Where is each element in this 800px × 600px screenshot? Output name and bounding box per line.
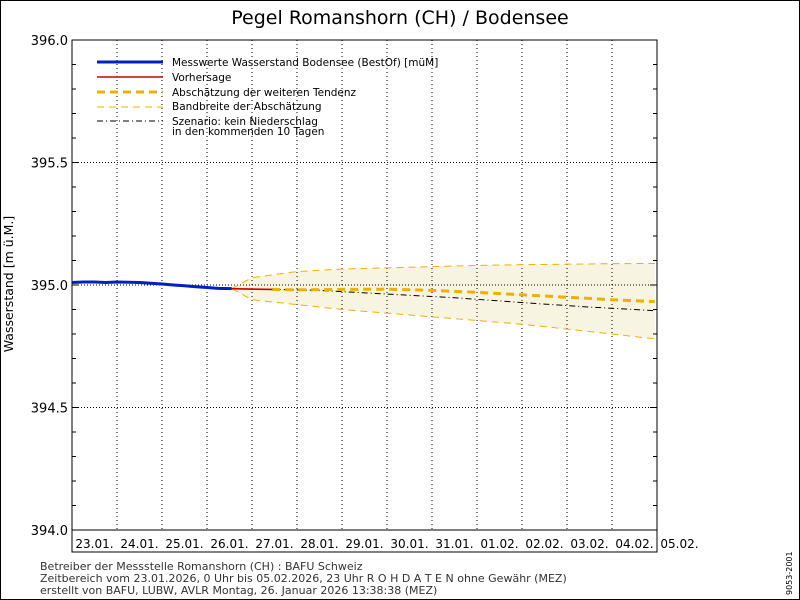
footer-timerange: Zeitbereich vom 23.01.2026, 0 Uhr bis 05…: [40, 572, 567, 585]
legend: Messwerte Wasserstand Bodensee (BestOf) …: [97, 57, 438, 138]
grid: [72, 39, 657, 531]
series-estimate: [272, 287, 655, 304]
y-tick-label: 394.5: [31, 402, 68, 417]
band-fill: [231, 263, 655, 339]
y-tick-label: 395.0: [31, 279, 68, 294]
footer-created: erstellt von BAFU, LUBW, AVLR Montag, 26…: [40, 584, 437, 597]
x-date-label: 02.02.: [525, 537, 563, 551]
series-forecast: [231, 287, 273, 291]
x-date-label: 03.02.: [570, 537, 608, 551]
legend-label-forecast: Vorhersage: [172, 72, 231, 84]
x-date-label: 23.01.: [75, 537, 113, 551]
y-tick-label: 395.5: [31, 157, 68, 172]
legend-label-band: Bandbreite der Abschätzung: [172, 101, 322, 113]
x-axis-dates: 23.01. 24.01. 25.01. 26.01. 27.01. 28.01. 29.0…: [75, 537, 698, 551]
legend-label-scenario-1: Szenario: kein Niederschlag: [172, 116, 318, 128]
x-date-label: 01.02.: [480, 537, 518, 551]
series-band-upper: [231, 262, 655, 290]
band-fill-area: [231, 263, 655, 339]
series-band-lower: [231, 288, 655, 340]
legend-label-estimate: Abschätzung der weiteren Tendenz: [172, 87, 357, 99]
x-date-label: 05.02.: [660, 537, 698, 551]
y-tick-label: 394.0: [31, 524, 68, 539]
x-date-label: 30.01.: [390, 537, 428, 551]
series-measured: [71, 280, 232, 291]
x-date-label: 28.01.: [300, 537, 338, 551]
x-date-label: 29.01.: [345, 537, 383, 551]
x-date-label: 04.02.: [615, 537, 653, 551]
side-code: 9053-2001: [785, 551, 794, 595]
y-tick-label: 396.0: [31, 34, 68, 49]
legend-label-measured: Messwerte Wasserstand Bodensee (BestOf) …: [172, 57, 438, 69]
x-date-label: 24.01.: [120, 537, 158, 551]
legend-label-scenario-2: in den kommenden 10 Tagen: [172, 126, 324, 138]
date-strip: [71, 529, 658, 553]
x-date-label: 31.01.: [435, 537, 473, 551]
chart-title: Pegel Romanshorn (CH) / Bodensee: [231, 7, 568, 29]
x-date-label: 26.01.: [210, 537, 248, 551]
x-date-label: 27.01.: [255, 537, 293, 551]
y-axis-ticks: 396.0 395.5 395.0 394.5 394.0: [31, 34, 68, 539]
x-date-label: 25.01.: [165, 537, 203, 551]
footer-operator: Betreiber der Messstelle Romanshorn (CH)…: [40, 560, 363, 573]
series-group: [71, 262, 655, 340]
series-scenario: [231, 288, 655, 312]
y-axis-label: Wasserstand [m ü.M.]: [1, 216, 16, 353]
